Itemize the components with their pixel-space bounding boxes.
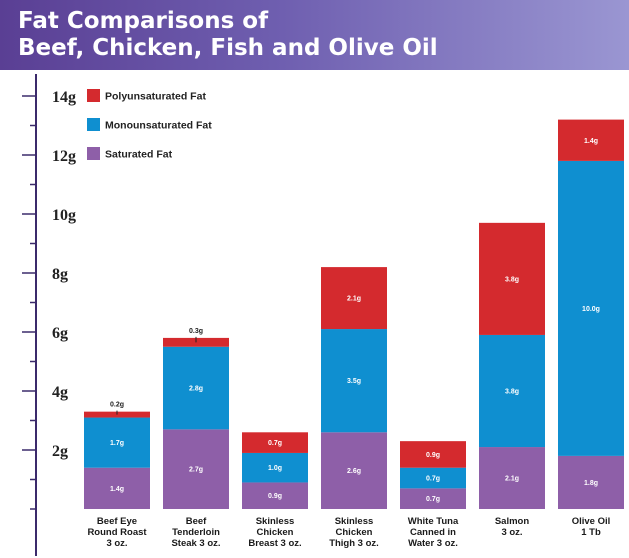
bar-segment bbox=[84, 417, 150, 468]
category-label: Chicken bbox=[336, 527, 373, 538]
bar-segment bbox=[479, 334, 545, 448]
legend-label: Polyunsaturated Fat bbox=[105, 91, 206, 103]
bar-segment bbox=[242, 452, 308, 483]
legend-swatch bbox=[87, 118, 100, 131]
bar-segment bbox=[400, 467, 466, 489]
data-label: 0.7g bbox=[426, 496, 440, 503]
bar-segment bbox=[400, 488, 466, 509]
data-label: 0.9g bbox=[268, 493, 282, 500]
category-label: Canned in bbox=[410, 527, 456, 538]
bar-segment bbox=[163, 346, 229, 430]
bar-segment bbox=[84, 467, 150, 509]
bar-segment bbox=[242, 432, 308, 453]
y-tick-label: 12g bbox=[52, 148, 76, 165]
bar-segment bbox=[558, 160, 624, 456]
category-label: Olive Oil bbox=[572, 516, 611, 527]
data-label: 0.7g bbox=[268, 440, 282, 447]
category-label: Salmon bbox=[495, 516, 530, 527]
bar-segment bbox=[558, 119, 624, 161]
category-label: 1 Tb bbox=[581, 527, 601, 538]
category-label: Beef bbox=[186, 516, 207, 527]
category-label: Breast 3 oz. bbox=[248, 538, 301, 549]
bar-segment bbox=[400, 441, 466, 468]
data-label: 3.5g bbox=[347, 378, 361, 385]
stacked-bar-chart: 2g 4g 6g 8g 10g 12g 14g Polyunsaturated Fat Mono… bbox=[22, 74, 624, 556]
category-label: Skinless bbox=[335, 516, 374, 527]
category-label: Beef Eye bbox=[97, 516, 137, 527]
data-label: 2.1g bbox=[347, 296, 361, 303]
data-label: 0.3g bbox=[189, 328, 203, 335]
category-label: White Tuna bbox=[408, 516, 459, 527]
category-label: Thigh 3 oz. bbox=[329, 538, 379, 549]
bar-segment bbox=[558, 455, 624, 509]
data-label: 2.8g bbox=[189, 386, 203, 393]
chart-title-line-2: Beef, Chicken, Fish and Olive Oil bbox=[18, 35, 438, 61]
y-tick-label: 10g bbox=[52, 207, 76, 224]
category-label: Water 3 oz. bbox=[408, 538, 458, 549]
legend-label: Saturated Fat bbox=[105, 149, 173, 161]
y-tick-label: 4g bbox=[52, 384, 68, 401]
data-label: 2.7g bbox=[189, 467, 203, 474]
legend-swatch bbox=[87, 147, 100, 160]
category-label: Round Roast bbox=[87, 527, 147, 538]
data-label: 1.0g bbox=[268, 465, 282, 472]
bar-segment bbox=[242, 482, 308, 509]
y-tick-label: 14g bbox=[52, 89, 76, 106]
data-label: 1.8g bbox=[584, 480, 598, 487]
y-tick-label: 8g bbox=[52, 266, 68, 283]
data-label: 10.0g bbox=[582, 306, 600, 313]
y-tick-label: 6g bbox=[52, 325, 68, 342]
bar-segment bbox=[479, 447, 545, 509]
data-label: 3.8g bbox=[505, 389, 519, 396]
legend-label: Monounsaturated Fat bbox=[105, 120, 212, 132]
legend-swatch bbox=[87, 89, 100, 102]
data-label: 0.2g bbox=[110, 402, 124, 409]
data-label: 3.8g bbox=[505, 276, 519, 283]
bar-segment bbox=[321, 267, 387, 330]
bar-segment bbox=[321, 329, 387, 433]
bar-segment bbox=[321, 432, 387, 509]
data-label: 2.6g bbox=[347, 468, 361, 475]
category-label: Steak 3 oz. bbox=[171, 538, 220, 549]
category-label: 3 oz. bbox=[501, 527, 522, 538]
y-tick-label: 2g bbox=[52, 443, 68, 460]
data-label: 1.4g bbox=[110, 486, 124, 493]
bar-segment bbox=[479, 222, 545, 335]
data-label: 0.9g bbox=[426, 452, 440, 459]
data-label: 0.7g bbox=[426, 476, 440, 483]
data-label: 1.4g bbox=[584, 138, 598, 145]
data-label: 1.7g bbox=[110, 440, 124, 447]
category-label: Skinless bbox=[256, 516, 295, 527]
category-label: Chicken bbox=[257, 527, 294, 538]
data-label: 2.1g bbox=[505, 476, 519, 483]
bar-segment bbox=[163, 429, 229, 509]
title-banner: Fat Comparisons of Beef, Chicken, Fish a… bbox=[0, 0, 629, 70]
category-label: 3 oz. bbox=[106, 538, 127, 549]
category-label: Tenderloin bbox=[172, 527, 220, 538]
chart-title-line-1: Fat Comparisons of bbox=[18, 8, 269, 34]
